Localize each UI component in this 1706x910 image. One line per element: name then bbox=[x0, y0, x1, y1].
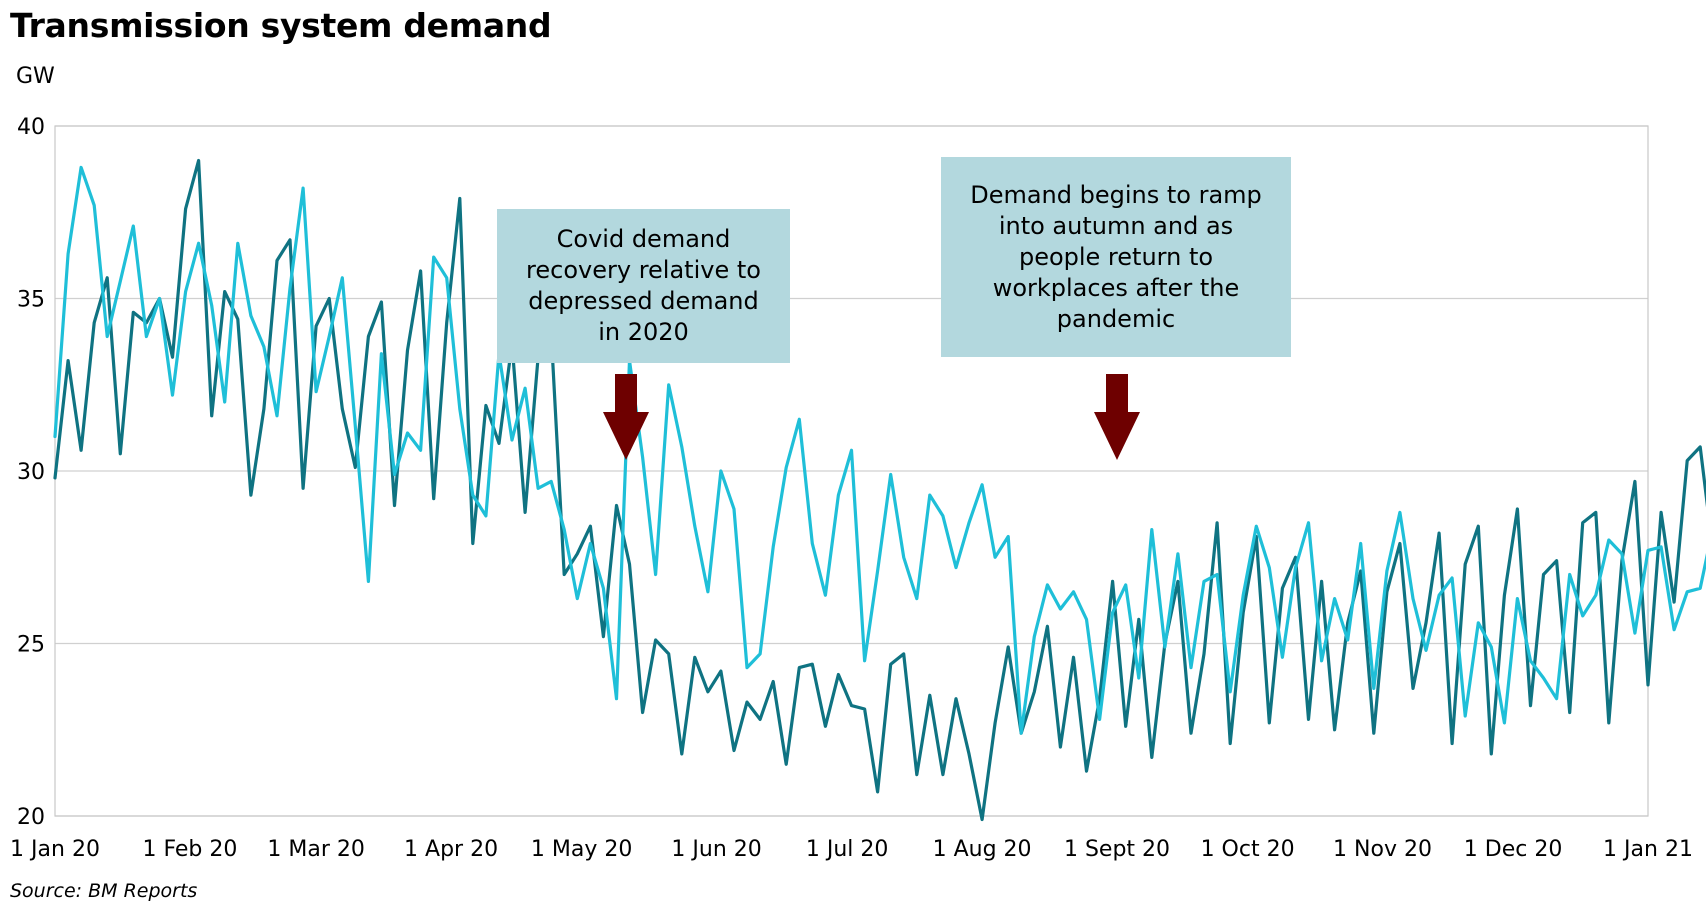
y-tick-label: 20 bbox=[17, 805, 45, 830]
y-unit-label: GW bbox=[16, 64, 55, 89]
x-tick-label: 1 Jan 20 bbox=[10, 837, 100, 862]
x-tick-label: 1 Sept 20 bbox=[1064, 837, 1170, 862]
x-tick-label: 1 Apr 20 bbox=[404, 837, 498, 862]
x-tick-label: 1 Nov 20 bbox=[1333, 837, 1432, 862]
x-tick-label: 1 May 20 bbox=[531, 837, 632, 862]
x-tick-label: 1 Feb 20 bbox=[142, 837, 237, 862]
x-tick-label: 1 Jun 20 bbox=[671, 837, 761, 862]
x-tick-label: 1 Mar 20 bbox=[267, 837, 365, 862]
chart-title: Transmission system demand bbox=[10, 6, 552, 45]
x-tick-label: 1 Jul 20 bbox=[806, 837, 889, 862]
x-tick-label: 1 Oct 20 bbox=[1201, 837, 1295, 862]
annotation-covid-recovery: Covid demand recovery relative to depres… bbox=[497, 209, 790, 363]
series-lines bbox=[53, 158, 1706, 822]
y-tick-label: 25 bbox=[17, 633, 45, 658]
y-tick-label: 40 bbox=[17, 115, 45, 140]
series-line-2 bbox=[53, 165, 1706, 735]
down-arrow-icon bbox=[603, 374, 649, 460]
annotation-text: Demand begins to ramp into autumn and as… bbox=[970, 180, 1262, 333]
annotation-text: Covid demand recovery relative to depres… bbox=[526, 225, 761, 346]
annotation-arrows bbox=[603, 374, 1140, 460]
x-tick-label: 1 Dec 20 bbox=[1464, 837, 1563, 862]
x-tick-label: 1 Aug 20 bbox=[933, 837, 1032, 862]
x-tick-label: 1 Jan 21 bbox=[1603, 837, 1693, 862]
y-tick-label: 30 bbox=[17, 460, 45, 485]
series-line-1 bbox=[53, 158, 1706, 822]
y-tick-label: 35 bbox=[17, 288, 45, 313]
source-note: Source: BM Reports bbox=[10, 880, 198, 902]
annotation-autumn-ramp: Demand begins to ramp into autumn and as… bbox=[941, 157, 1291, 357]
down-arrow-icon bbox=[1094, 374, 1140, 460]
tick-labels: 20 25 30 35 40 1 Jan 20 1 Feb 20 1 Mar 20 1 Apr … bbox=[10, 115, 1693, 862]
